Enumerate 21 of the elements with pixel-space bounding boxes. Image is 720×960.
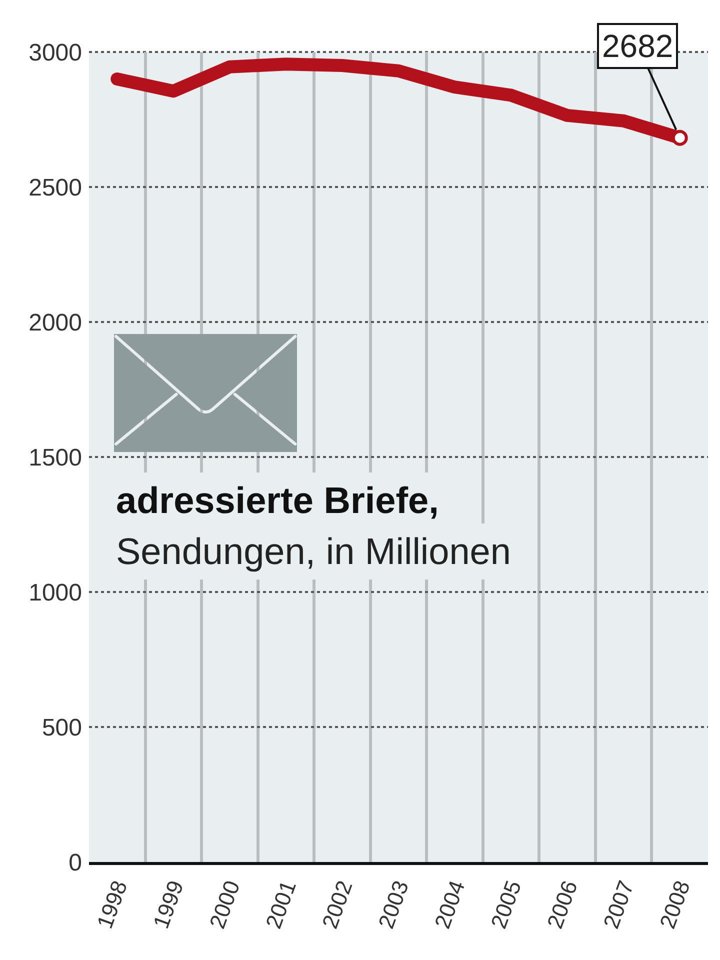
y-tick-label: 1000: [28, 579, 82, 606]
y-tick-label: 1500: [28, 444, 82, 472]
text: Sendungen, in Millionen: [116, 531, 511, 572]
y-tick-label: 2000: [28, 309, 82, 336]
x-tick-label: 1999: [148, 877, 188, 932]
x-tick-label: 2005: [486, 877, 526, 932]
y-tick-label: 2500: [28, 174, 82, 202]
x-tick-label: 2008: [654, 877, 695, 932]
y-tick-label: 500: [42, 714, 82, 742]
x-tick-label: 2007: [598, 877, 639, 932]
text: adressierte Briefe,: [116, 480, 439, 521]
x-tick-label: 1998: [92, 877, 132, 932]
data-label: 2682: [602, 28, 674, 64]
x-tick-label: 2001: [260, 877, 301, 932]
x-tick-label: 2003: [373, 877, 414, 932]
y-tick-label: 0: [68, 849, 82, 876]
x-tick-label: 2000: [204, 877, 245, 932]
x-tick-label: 2004: [430, 877, 470, 932]
y-tick-label: 3000: [28, 39, 82, 66]
x-tick-label: 2006: [542, 877, 582, 932]
x-tick-label: 2002: [317, 877, 358, 932]
